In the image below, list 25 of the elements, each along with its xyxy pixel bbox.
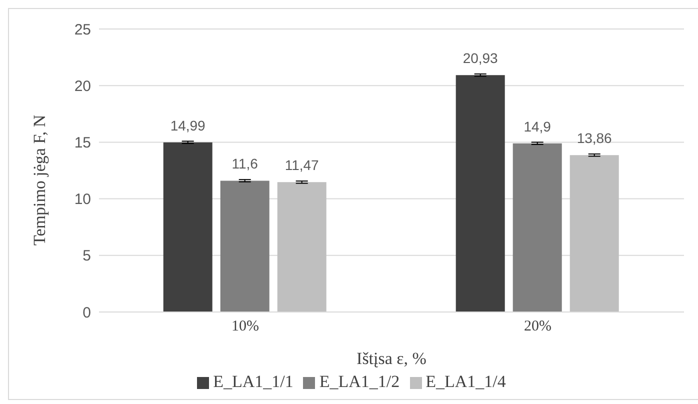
x-tick-label: 20%: [524, 318, 552, 335]
y-tick-label: 5: [82, 248, 91, 265]
data-label: 13,86: [576, 130, 612, 146]
y-tick-label: 10: [74, 191, 91, 208]
data-label: 14,99: [170, 117, 206, 134]
bar: [277, 182, 326, 312]
bar: [512, 143, 562, 312]
legend-label: E_LA1_1/1: [213, 372, 294, 391]
legend-label: E_LA1_1/2: [319, 372, 400, 391]
x-axis-title: Ištįsa ε, %: [356, 349, 426, 368]
y-tick-label: 15: [74, 134, 91, 152]
bar: [456, 75, 505, 312]
y-tick-label: 20: [74, 78, 91, 95]
data-label: 20,93: [462, 50, 498, 66]
bar: [570, 155, 619, 312]
y-axis-title: Tempimo jėga F, N: [30, 114, 50, 246]
bar: [163, 142, 212, 312]
legend-label: E_LA1_1/4: [426, 372, 506, 391]
y-tick-label: 0: [82, 304, 91, 322]
y-tick-label: 25: [74, 21, 91, 38]
x-tick-label: 10%: [232, 318, 259, 335]
bar: [220, 180, 270, 312]
data-label: 11,6: [232, 156, 258, 172]
data-label: 14,9: [524, 118, 552, 134]
data-label: 11,47: [284, 157, 320, 174]
